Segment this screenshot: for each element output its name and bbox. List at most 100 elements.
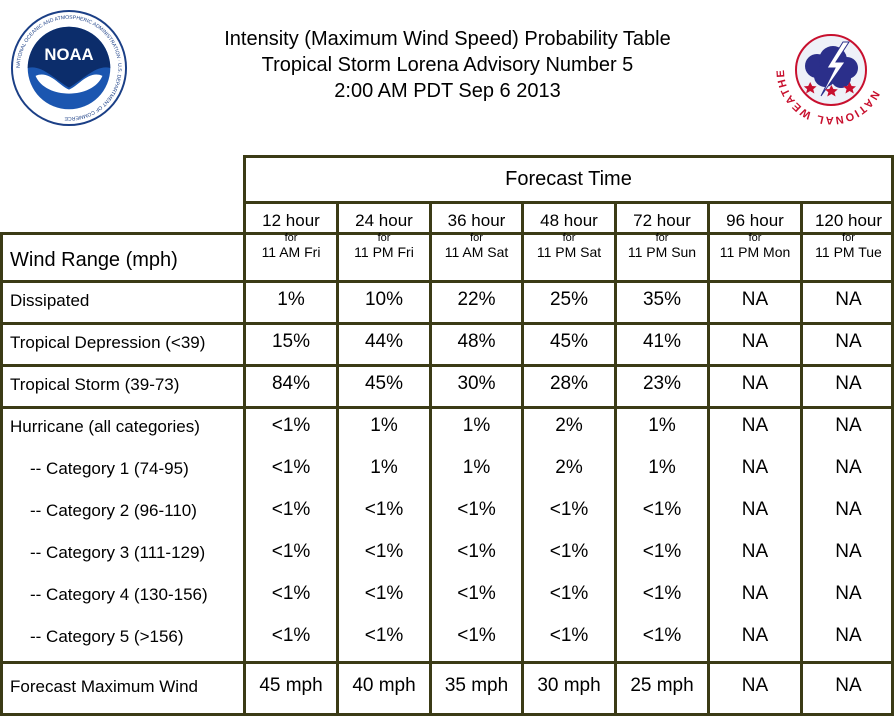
table-cell: 30 mph [537, 675, 601, 696]
table-cell: NA [741, 541, 769, 562]
column-time: 11 PM Tue [815, 244, 882, 260]
table-cell: <1% [271, 415, 311, 436]
column-for: for [748, 232, 762, 244]
table-cell: NA [741, 415, 769, 436]
column-for: for [655, 232, 669, 244]
row-divider [0, 280, 894, 283]
table-cell: NA [835, 457, 862, 478]
table-cell: <1% [549, 499, 589, 520]
table-cell: <1% [364, 541, 404, 562]
column-divider [800, 201, 803, 716]
table-cell: 44% [364, 331, 404, 352]
column-hour: 12 hour [262, 211, 320, 230]
table-cell: NA [741, 625, 769, 646]
table-cell: 1% [648, 457, 676, 478]
table-cell: NA [835, 499, 862, 520]
table-cell: <1% [642, 625, 682, 646]
table-cell: 40 mph [352, 675, 416, 696]
table-cell: <1% [364, 499, 404, 520]
table-cell: NA [835, 541, 862, 562]
table-cell: NA [835, 373, 862, 394]
table-cell: 41% [642, 331, 682, 352]
column-divider [707, 201, 710, 716]
table-cell: <1% [364, 583, 404, 604]
wind-range-header: Wind Range (mph) [10, 249, 178, 271]
noaa-logo-text: NOAA [44, 45, 93, 64]
table-cell: 2% [555, 457, 583, 478]
table-cell: 48% [457, 331, 496, 352]
row-divider [0, 406, 894, 409]
row-label: Forecast Maximum Wind [10, 677, 198, 696]
table-cell: 45 mph [259, 675, 323, 696]
row-label: Hurricane (all categories) [10, 417, 200, 436]
row-label: Tropical Storm (39-73) [10, 375, 180, 394]
table-cell: <1% [364, 625, 404, 646]
column-header: 12 hour for 11 AM Fri [246, 211, 336, 260]
noaa-logo-icon: NATIONAL OCEANIC AND ATMOSPHERIC ADMINIS… [10, 9, 128, 127]
table-cell: NA [741, 289, 769, 310]
table-cell: NA [741, 583, 769, 604]
table-cell: <1% [271, 625, 311, 646]
column-header: 72 hour for 11 PM Sun [617, 211, 707, 260]
column-divider [429, 201, 432, 716]
column-header: 96 hour for 11 PM Mon [710, 211, 800, 260]
table-cell: 1% [462, 457, 491, 478]
table-cell: 45% [549, 331, 589, 352]
table-cell: <1% [457, 583, 496, 604]
title-line-1: Intensity (Maximum Wind Speed) Probabili… [224, 28, 671, 50]
table-cell: NA [741, 373, 769, 394]
column-hour: 36 hour [447, 211, 506, 230]
table-body-frame [0, 232, 894, 716]
column-time: 11 PM Mon [719, 244, 791, 260]
table-cell: <1% [457, 499, 496, 520]
row-divider [0, 661, 894, 664]
row-label: -- Category 5 (>156) [30, 627, 184, 646]
table-cell: <1% [271, 499, 311, 520]
nws-logo-icon: NATIONAL WEATHER SERVICE [773, 8, 887, 126]
table-cell: NA [835, 289, 862, 310]
column-header: 24 hour for 11 PM Fri [339, 211, 429, 260]
row-label: -- Category 2 (96-110) [30, 501, 197, 520]
table-cell: 35 mph [444, 675, 509, 696]
column-time: 11 AM Sat [444, 244, 509, 260]
table-cell: 25% [549, 289, 589, 310]
table-cell: <1% [549, 541, 589, 562]
table-cell: NA [835, 331, 862, 352]
table-cell: 1% [462, 415, 491, 436]
column-for: for [284, 232, 298, 244]
table-cell: 22% [457, 289, 496, 310]
column-time: 11 PM Fri [354, 244, 414, 260]
row-divider [0, 322, 894, 325]
forecast-time-label: Forecast Time [246, 168, 891, 191]
column-header: 36 hour for 11 AM Sat [432, 211, 521, 260]
column-time: 11 PM Sat [536, 244, 602, 260]
table-cell: NA [741, 457, 769, 478]
title-line-2: Tropical Storm Lorena Advisory Number 5 [261, 54, 634, 76]
table-cell: 15% [271, 331, 311, 352]
column-for: for [842, 232, 855, 244]
table-cell: 25 mph [630, 675, 694, 696]
table-cell: 2% [555, 415, 583, 436]
table-cell: 1% [370, 415, 398, 436]
table-cell: NA [835, 415, 862, 436]
table-cell: 84% [271, 373, 311, 394]
column-time: 11 PM Sun [627, 244, 697, 260]
column-hour: 120 hour [814, 211, 883, 230]
table-cell: <1% [549, 583, 589, 604]
row-label: Dissipated [10, 291, 90, 310]
row-label: -- Category 4 (130-156) [30, 585, 208, 604]
table-cell: NA [741, 499, 769, 520]
page-title: Intensity (Maximum Wind Speed) Probabili… [140, 26, 755, 104]
table-cell: <1% [549, 625, 589, 646]
column-for: for [377, 232, 391, 244]
column-for: for [470, 232, 483, 244]
table-cell: <1% [457, 625, 496, 646]
column-hour: 48 hour [540, 211, 598, 230]
row-divider [0, 364, 894, 367]
column-hour: 96 hour [726, 211, 784, 230]
table-cell: NA [835, 675, 862, 696]
forecast-time-text: Forecast Time [505, 168, 632, 190]
table-cell: 10% [364, 289, 404, 310]
table-cell: <1% [457, 541, 496, 562]
table-cell: <1% [642, 499, 682, 520]
